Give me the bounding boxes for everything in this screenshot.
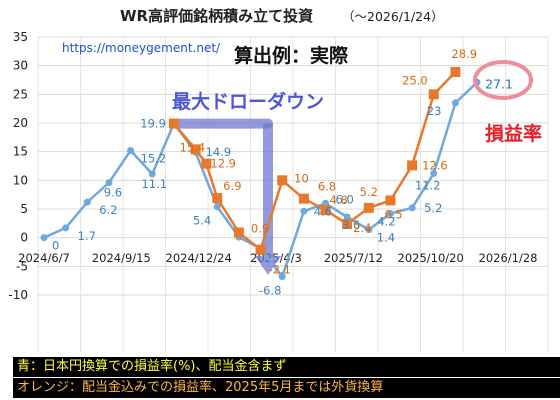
- dividend-series-point: [201, 158, 212, 169]
- x-tick-label: 2026/1/28: [479, 251, 538, 265]
- legend-blue-series: 青：日本円換算での損益率(%)、配当金含まず: [13, 357, 560, 377]
- y-tick-label: -5: [16, 259, 28, 273]
- jpy-series-point: [430, 169, 438, 177]
- drawdown-arrowhead: [255, 256, 281, 275]
- jpy-series-label: 1.7: [78, 229, 96, 243]
- y-tick-label: 20: [13, 116, 28, 130]
- jpy-series-point: [343, 213, 351, 221]
- y-tick-label: 15: [13, 145, 28, 159]
- dividend-series-point: [212, 193, 223, 204]
- jpy-series-label: 0: [52, 239, 59, 253]
- jpy-series-label: 9.6: [104, 186, 122, 200]
- x-tick-label: 2024/12/24: [166, 251, 232, 265]
- dividend-series-point: [298, 193, 309, 204]
- y-tick-label: 0: [20, 231, 28, 245]
- dividend-series-label: 28.9: [451, 47, 477, 61]
- dividend-series-point: [342, 218, 353, 229]
- jpy-series-point: [386, 210, 394, 218]
- jpy-series-point: [300, 207, 308, 215]
- jpy-series-label: 27.1: [485, 76, 513, 91]
- y-tick-label: -10: [8, 288, 28, 302]
- example-label: 算出例：実際: [234, 44, 349, 67]
- jpy-series-point: [451, 99, 459, 107]
- dividend-series-label: 10: [294, 171, 309, 185]
- dividend-series-point: [363, 202, 374, 213]
- dividend-series-point: [450, 66, 461, 77]
- jpy-series-point: [127, 147, 135, 155]
- chart-subtitle: （～2026/1/24）: [342, 9, 444, 24]
- grid: [37, 36, 549, 352]
- dividend-series-label: 5.2: [360, 185, 378, 199]
- x-tick-label: 2024/6/7: [18, 251, 70, 265]
- x-tick-label: 2024/9/15: [92, 251, 151, 265]
- jpy-series-label: 4.6: [314, 204, 332, 218]
- y-tick-label: 5: [20, 202, 28, 216]
- dividend-series-label: 6.5: [384, 207, 402, 221]
- chart-title: WR高評価銘柄積み立て投資: [120, 7, 313, 25]
- jpy-series-label: 14.9: [206, 145, 232, 159]
- jpy-series-point: [40, 234, 48, 242]
- dividend-series-point: [168, 118, 179, 129]
- latest-value-highlight: [473, 60, 533, 100]
- y-tick-label: 25: [13, 87, 28, 101]
- legend-orange-series: オレンジ：配当金込みでの損益率、2025年5月までは外貨換算: [13, 378, 560, 398]
- jpy-series-point: [148, 170, 156, 178]
- jpy-series-point: [105, 179, 113, 187]
- dividend-series-label: -2.1: [269, 263, 291, 277]
- jpy-series-point: [321, 199, 329, 207]
- jpy-series-label: 5.2: [424, 201, 442, 215]
- website-url[interactable]: https://moneygement.net/: [62, 41, 221, 55]
- dividend-series-point: [407, 160, 418, 171]
- jpy-series-point: [62, 224, 70, 232]
- dividend-series-label: 12.9: [210, 157, 236, 171]
- x-tick-label: 2025/10/20: [398, 251, 464, 265]
- dividend-series-label: 25.0: [402, 73, 428, 87]
- y-tick-label: 10: [13, 173, 28, 187]
- dividend-series-point: [190, 144, 201, 155]
- jpy-series-point: [408, 204, 416, 212]
- jpy-series-label: 19.9: [140, 117, 166, 131]
- jpy-series-label: 1.4: [377, 231, 395, 245]
- y-tick-label: 30: [13, 59, 28, 73]
- dividend-series-point: [255, 244, 266, 255]
- drawdown-annotation: [175, 118, 281, 275]
- jpy-series-label: -6.8: [259, 284, 281, 298]
- dividend-series-point: [277, 175, 288, 186]
- data-labels: 0 1.76.2 9.6 15.2 11.1 19.9 14.9 5.4 -6.8 4.66.0 3…: [52, 47, 513, 298]
- dividend-series-point: [385, 195, 396, 206]
- jpy-series-label: 6.2: [99, 203, 117, 217]
- jpy-series-label: 23: [427, 104, 442, 118]
- dividend-series-label: 6.8: [318, 180, 336, 194]
- jpy-series-point: [83, 198, 91, 206]
- dividend-series-point: [233, 227, 244, 238]
- jpy-series-label: 5.4: [193, 214, 211, 228]
- y-axis: -10 -5 0 5 10 15 20 25 30 35: [8, 30, 28, 302]
- jpy-series-label: 15.2: [141, 152, 167, 166]
- dividend-series-point: [428, 89, 439, 100]
- dividend-series-label: 6.9: [223, 179, 241, 193]
- x-tick-label: 2025/7/12: [324, 251, 383, 265]
- series: [40, 66, 481, 281]
- dividend-series-label: 2.4: [353, 221, 371, 235]
- jpy-series-label: 6.0: [335, 192, 353, 206]
- jpy-series-label: 11.1: [141, 177, 167, 191]
- jpy-series-point: [278, 273, 286, 281]
- dividend-series-label: 12.6: [422, 158, 448, 172]
- dividend-series-label: 0.9: [251, 222, 269, 236]
- y-tick-label: 35: [13, 30, 28, 44]
- jpy-series-label: 4.2: [377, 215, 395, 229]
- jpy-series-point: [365, 226, 373, 234]
- dividend-series-label: 15.4: [180, 140, 206, 154]
- jpy-series-label: 11.2: [415, 178, 441, 192]
- jpy-series-point: [213, 203, 221, 211]
- dividend-series-label: 4.8: [329, 193, 347, 207]
- jpy-series-label: 3.6: [342, 218, 360, 232]
- dividend-series-point: [320, 205, 331, 216]
- pl-rate-label: 損益率: [485, 122, 542, 145]
- drawdown-label: 最大ドローダウン: [172, 90, 324, 113]
